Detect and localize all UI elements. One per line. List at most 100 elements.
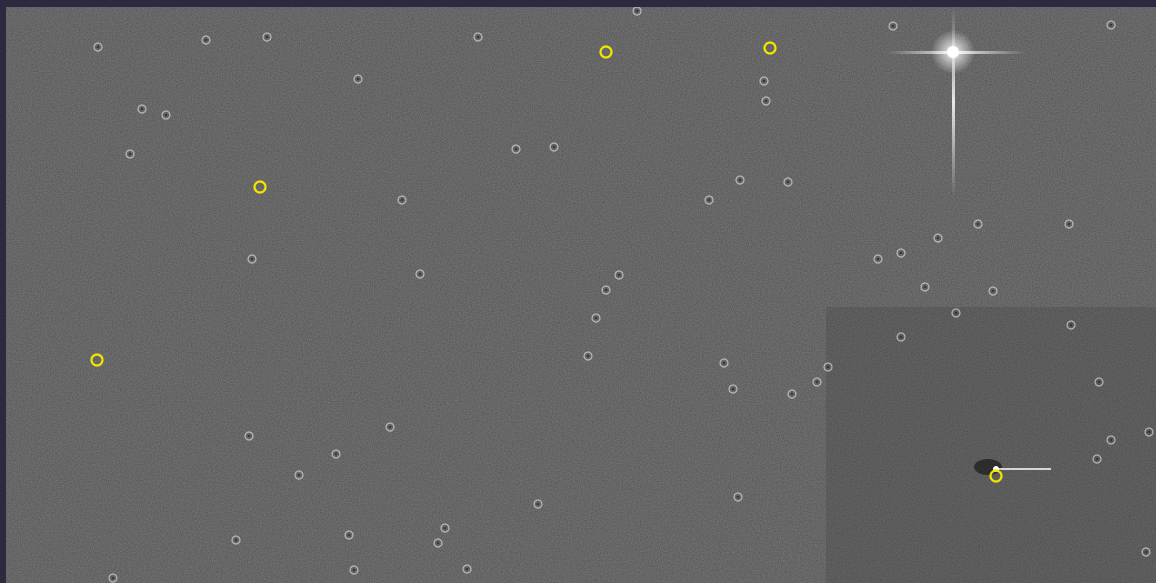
faint-star bbox=[433, 538, 443, 548]
faint-star bbox=[201, 35, 211, 45]
faint-star bbox=[601, 285, 611, 295]
faint-star-center bbox=[707, 198, 711, 202]
faint-star-center bbox=[1067, 222, 1071, 226]
faint-star-center bbox=[826, 365, 830, 369]
faint-star-center bbox=[514, 147, 518, 151]
faint-star-center bbox=[1095, 457, 1099, 461]
faint-star bbox=[549, 142, 559, 152]
faint-star-center bbox=[617, 273, 621, 277]
faint-star-center bbox=[297, 473, 301, 477]
faint-star bbox=[735, 175, 745, 185]
faint-star bbox=[787, 389, 797, 399]
faint-star-center bbox=[1144, 550, 1148, 554]
faint-star bbox=[353, 74, 363, 84]
faint-star bbox=[591, 313, 601, 323]
faint-star-center bbox=[140, 107, 144, 111]
faint-star bbox=[1094, 377, 1104, 387]
yellow-marker bbox=[763, 41, 777, 55]
faint-star bbox=[344, 530, 354, 540]
faint-star bbox=[93, 42, 103, 52]
faint-star bbox=[247, 254, 257, 264]
faint-star bbox=[1066, 320, 1076, 330]
faint-star-center bbox=[436, 541, 440, 545]
faint-star bbox=[244, 431, 254, 441]
faint-star bbox=[873, 254, 883, 264]
bright-star-core bbox=[947, 46, 959, 58]
faint-star bbox=[137, 104, 147, 114]
faint-star-center bbox=[876, 257, 880, 261]
faint-star-center bbox=[356, 77, 360, 81]
faint-star bbox=[719, 358, 729, 368]
yellow-marker bbox=[90, 353, 104, 367]
faint-stars bbox=[93, 7, 1154, 583]
faint-star-center bbox=[96, 45, 100, 49]
faint-star-center bbox=[762, 79, 766, 83]
faint-star bbox=[759, 76, 769, 86]
faint-star-center bbox=[234, 538, 238, 542]
faint-star-center bbox=[923, 285, 927, 289]
faint-star bbox=[583, 351, 593, 361]
faint-star-center bbox=[635, 9, 639, 13]
faint-star bbox=[812, 377, 822, 387]
faint-star-center bbox=[465, 567, 469, 571]
faint-star-center bbox=[594, 316, 598, 320]
faint-star bbox=[920, 282, 930, 292]
faint-star bbox=[761, 96, 771, 106]
faint-star-center bbox=[738, 178, 742, 182]
faint-star-center bbox=[722, 361, 726, 365]
faint-star bbox=[728, 384, 738, 394]
faint-star bbox=[973, 219, 983, 229]
yellow-marker bbox=[989, 469, 1003, 483]
faint-star bbox=[823, 362, 833, 372]
faint-star bbox=[951, 308, 961, 318]
sky-noise bbox=[6, 7, 1156, 583]
faint-star-center bbox=[352, 568, 356, 572]
faint-star-center bbox=[1097, 380, 1101, 384]
faint-star-center bbox=[111, 576, 115, 580]
faint-star bbox=[1106, 435, 1116, 445]
star-field-image bbox=[6, 7, 1156, 583]
faint-star-center bbox=[164, 113, 168, 117]
faint-star-center bbox=[265, 35, 269, 39]
faint-star bbox=[988, 286, 998, 296]
faint-star-center bbox=[250, 257, 254, 261]
faint-star-center bbox=[815, 380, 819, 384]
faint-star-center bbox=[731, 387, 735, 391]
faint-star-center bbox=[334, 452, 338, 456]
faint-star bbox=[161, 110, 171, 120]
faint-star-center bbox=[247, 434, 251, 438]
sky-shadow bbox=[826, 307, 1156, 583]
faint-star bbox=[473, 32, 483, 42]
faint-star-center bbox=[388, 425, 392, 429]
faint-star-center bbox=[976, 222, 980, 226]
faint-star-center bbox=[899, 335, 903, 339]
faint-star-center bbox=[586, 354, 590, 358]
faint-star-center bbox=[936, 236, 940, 240]
faint-star bbox=[1141, 547, 1151, 557]
star-field-canvas bbox=[6, 7, 1156, 583]
faint-star bbox=[733, 492, 743, 502]
faint-star bbox=[896, 248, 906, 258]
faint-star-center bbox=[443, 526, 447, 530]
faint-star bbox=[294, 470, 304, 480]
faint-star bbox=[1092, 454, 1102, 464]
yellow-marker bbox=[599, 45, 613, 59]
faint-star-center bbox=[954, 311, 958, 315]
faint-star bbox=[896, 332, 906, 342]
faint-star bbox=[783, 177, 793, 187]
faint-star-center bbox=[790, 392, 794, 396]
faint-star bbox=[888, 21, 898, 31]
faint-star bbox=[231, 535, 241, 545]
faint-star bbox=[440, 523, 450, 533]
faint-star-center bbox=[736, 495, 740, 499]
faint-star bbox=[397, 195, 407, 205]
faint-star bbox=[462, 564, 472, 574]
faint-star-center bbox=[128, 152, 132, 156]
faint-star bbox=[614, 270, 624, 280]
marker-layer bbox=[90, 41, 1003, 483]
faint-star bbox=[533, 499, 543, 509]
faint-star bbox=[415, 269, 425, 279]
faint-star bbox=[349, 565, 359, 575]
faint-star-center bbox=[764, 99, 768, 103]
